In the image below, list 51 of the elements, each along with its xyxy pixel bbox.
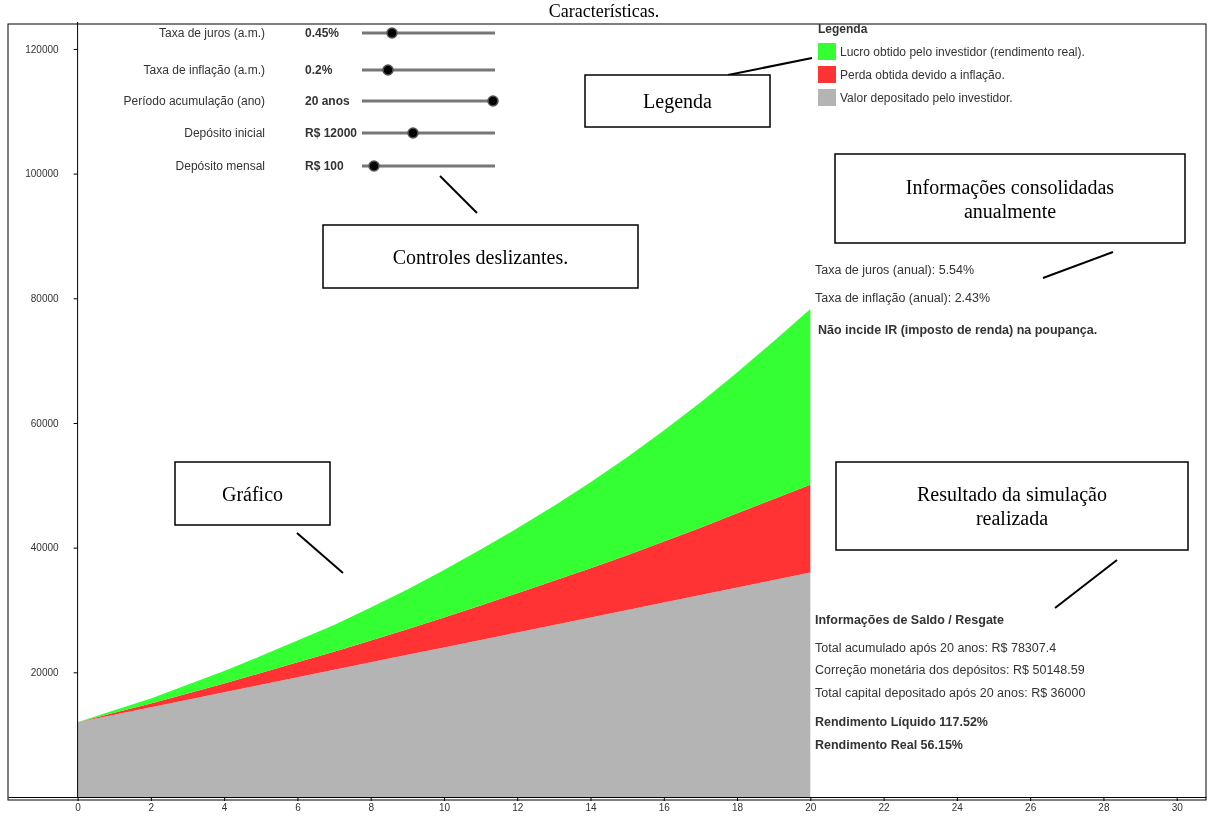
x-tick-label: 28 bbox=[1098, 802, 1110, 814]
x-tick-label: 20 bbox=[805, 802, 817, 814]
annotation: Taxa de inflação (anual): 2.43% bbox=[815, 291, 991, 305]
y-tick-label: 20000 bbox=[30, 667, 60, 679]
x-tick-label: 4 bbox=[221, 802, 228, 814]
x-tick-label: 8 bbox=[368, 802, 375, 814]
y-tick-label: 60000 bbox=[30, 417, 60, 429]
x-tick-label: 22 bbox=[878, 802, 891, 814]
annotation: Total capital depositado após 20 anos: R$ 36000 bbox=[815, 686, 1086, 700]
annotation: Rendimento Líquido 117.52% bbox=[815, 715, 988, 729]
x-tick-label: 14 bbox=[585, 802, 598, 814]
legend-label: Perda obtida devido a inflação. bbox=[840, 68, 1005, 82]
x-tick-label: 30 bbox=[1171, 802, 1184, 814]
annotation: Taxa de juros (a.m.) bbox=[158, 26, 265, 40]
y-tick-label: 100000 bbox=[25, 168, 60, 180]
x-tick-label: 2 bbox=[148, 802, 155, 814]
annotation: Rendimento Real 56.15% bbox=[815, 738, 963, 752]
annotation: Correção monetária dos depósitos: R$ 50148.59 bbox=[815, 663, 1085, 677]
annotation: Gráfico bbox=[221, 482, 284, 505]
y-tick-label: 80000 bbox=[30, 292, 60, 304]
x-tick-label: 24 bbox=[951, 802, 964, 814]
annotation: Depósito inicial bbox=[184, 126, 265, 140]
annotation: Taxa de inflação (a.m.) bbox=[143, 63, 265, 77]
x-tick-label: 6 bbox=[295, 802, 302, 814]
x-tick-label: 12 bbox=[512, 802, 524, 814]
legend-label: Valor depositado pelo investidor. bbox=[840, 91, 1013, 105]
annotation: Informações de Saldo / Resgate bbox=[815, 613, 1004, 627]
legend-title: Legenda bbox=[818, 22, 868, 36]
y-tick-label: 40000 bbox=[30, 542, 60, 554]
x-tick-label: 0 bbox=[75, 802, 82, 814]
x-tick-label: 18 bbox=[732, 802, 744, 814]
annotation: R$ 12000 bbox=[305, 126, 358, 140]
x-tick-label: 10 bbox=[438, 802, 451, 814]
annotation: Total acumulado após 20 anos: R$ 78307.4 bbox=[815, 641, 1057, 655]
annotation: Taxa de juros (anual): 5.54% bbox=[815, 263, 975, 277]
x-tick-label: 16 bbox=[658, 802, 671, 814]
annotation: 20 anos bbox=[305, 94, 351, 108]
annotation: R$ 100 bbox=[305, 159, 345, 173]
annotation: Período acumulação (ano) bbox=[123, 94, 265, 108]
y-tick-label: 120000 bbox=[25, 43, 60, 55]
annotation: Controles deslizantes. bbox=[392, 245, 569, 268]
annotation: Depósito mensal bbox=[175, 159, 265, 173]
x-tick-label: 26 bbox=[1025, 802, 1037, 814]
legend-label: Lucro obtido pelo investidor (rendimento real). bbox=[840, 45, 1085, 59]
annotation: Legenda bbox=[643, 90, 713, 113]
annotation: Resultado da simulação realizada bbox=[917, 483, 1107, 529]
annotation: 0.45% bbox=[305, 26, 340, 40]
annotation: Informações consolidadas anualmente bbox=[905, 175, 1115, 222]
annotation: 0.2% bbox=[305, 63, 333, 77]
chart-title: Características. bbox=[548, 1, 660, 21]
annotation: Não incide IR (imposto de renda) na poupança. bbox=[818, 323, 1098, 337]
